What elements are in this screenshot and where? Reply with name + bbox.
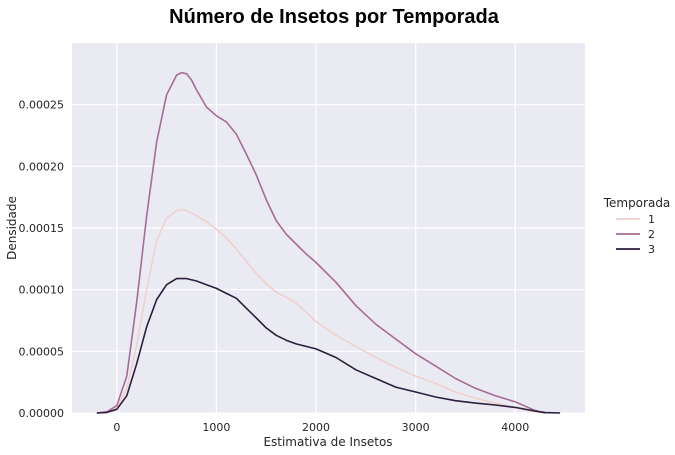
series-line-2 <box>96 71 546 414</box>
y-tick-label: 0.00000 <box>19 407 65 420</box>
legend-title: Temporada <box>603 196 671 210</box>
legend-label-3: 3 <box>648 243 655 256</box>
series-line-3 <box>96 277 561 414</box>
x-tick-label: 1000 <box>202 421 230 434</box>
y-axis-ticks: 0.00000 0.00005 0.00010 0.00015 0.00020 0.000… <box>19 99 65 420</box>
y-tick-label: 0.00020 <box>19 160 65 173</box>
legend-label-1: 1 <box>648 213 655 226</box>
y-tick-label: 0.00015 <box>19 222 65 235</box>
legend-label-2: 2 <box>648 228 655 241</box>
x-axis-label: Estimativa de Insetos <box>263 435 392 449</box>
legend: Temporada 1 2 3 <box>603 196 671 256</box>
x-tick-label: 0 <box>113 421 120 434</box>
x-tick-label: 3000 <box>402 421 430 434</box>
y-tick-label: 0.00010 <box>19 284 65 297</box>
series-line-1 <box>96 208 546 414</box>
y-axis-label: Densidade <box>5 196 19 260</box>
chart-title: Número de Insetos por Temporada <box>169 6 500 28</box>
series-lines <box>96 71 561 414</box>
legend-items: 1 2 3 <box>616 213 655 256</box>
y-tick-label: 0.00025 <box>19 99 65 112</box>
gridlines <box>72 43 585 414</box>
x-axis-ticks: 0 1000 2000 3000 4000 <box>113 421 529 434</box>
x-tick-label: 4000 <box>501 421 529 434</box>
y-tick-label: 0.00005 <box>19 345 65 358</box>
x-tick-label: 2000 <box>302 421 330 434</box>
